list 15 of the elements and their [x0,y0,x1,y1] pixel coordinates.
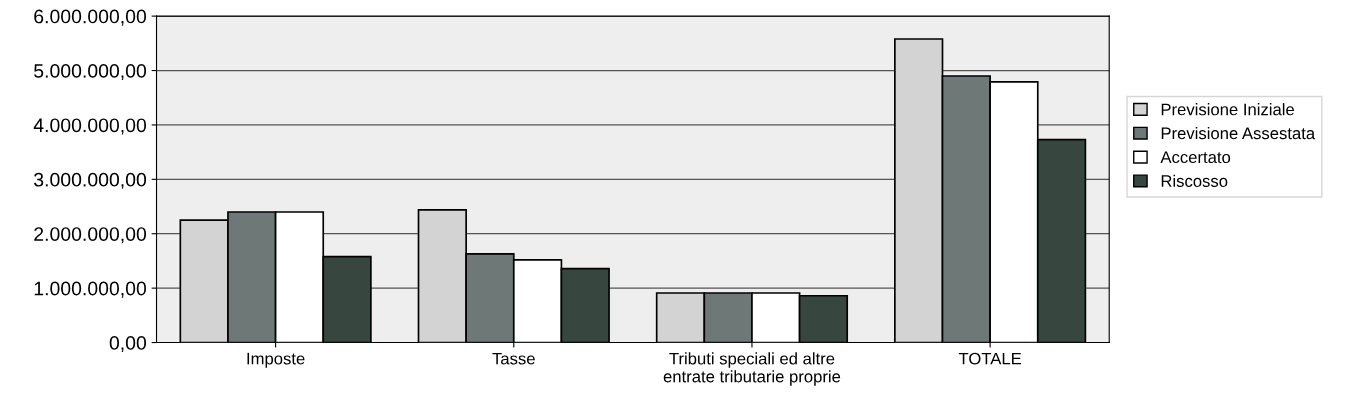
legend-label: Accertato [1160,151,1231,164]
legend-label: Riscosso [1161,174,1228,187]
x-tick-label: TOTALE [958,352,1022,365]
y-tick-label: 6.000.000,00 [34,9,147,26]
x-tick-label: Tributi speciali ed altre entrate tributarie proprie [663,352,841,386]
y-tick-label: 1.000.000,00 [34,281,147,298]
legend-label: Previsione Assestata [1161,126,1316,140]
x-tick-label: Imposte [247,352,305,368]
y-tick-label: 4.000.000,00 [33,118,147,135]
y-tick-label: 0,00 [109,336,147,353]
x-tick-label: Tasse [492,352,535,365]
y-tick-label: 3.000.000,00 [34,172,147,189]
y-tick-label: 5.000.000,00 [34,63,147,81]
legend-label: Previsione Iniziale [1161,103,1294,116]
y-tick-label: 2.000.000,00 [34,227,147,244]
